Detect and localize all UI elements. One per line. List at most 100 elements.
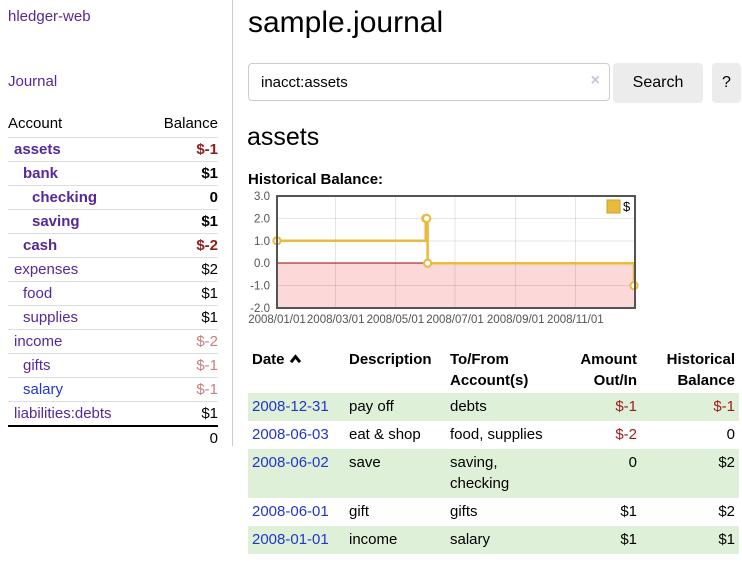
chart-data-point [423,258,433,269]
app-title-link[interactable]: hledger-web [8,8,91,25]
historical-balance-chart: $3.0 2.0 1.0 0.0 -1.0 -2.0 2008/01/01 2008/03/0… [245,191,645,331]
txn-amount-cell: $1 [620,531,637,548]
column-header-description: Description [349,351,432,369]
chart-title: Historical Balance: [248,171,384,189]
sort-ascending-icon[interactable] [289,350,302,370]
account-balance: $2 [201,261,218,278]
account-balance: $1 [201,405,218,422]
column-header-amount-out-in: Amount Out/In [580,351,637,389]
svg-text:2008/05/01: 2008/05/01 [367,314,425,326]
transaction-row: 2008-06-02 save saving, checking 0 $2 [248,449,739,498]
help-button[interactable]: ? [712,63,741,103]
transactions-header-row: Date Description To/From Account(s) Amount Ou… [248,348,739,393]
account-balance: $-1 [196,357,218,374]
main-content: sample.journal × Search ? assets Histori… [245,0,742,555]
svg-text:$: $ [623,199,631,214]
txn-description-cell: income [349,531,398,548]
svg-text:-1.0: -1.0 [250,281,270,293]
account-row: checking 0 [8,185,218,210]
txn-accounts-cell: debts [450,397,487,415]
svg-text:1.0: 1.0 [254,236,270,248]
txn-date-link[interactable]: 2008-06-03 [252,426,329,443]
txn-balance-cell: $1 [718,531,735,548]
account-link-cash[interactable]: cash [23,237,58,254]
accounts-table: Account Balance assets $-1 bank $1 checking 0… [8,112,218,450]
account-row: income $-2 [8,329,218,354]
account-link-assets[interactable]: assets [14,141,61,158]
txn-date-link[interactable]: 2008-12-31 [252,397,329,415]
txn-description-cell: eat & shop [349,426,421,443]
account-link-saving[interactable]: saving [32,213,80,230]
column-header-date[interactable]: Date [248,348,345,393]
txn-amount-cell: $-1 [615,397,637,415]
account-row: expenses $2 [8,257,218,282]
account-balance: $-1 [196,381,218,398]
account-balance: $1 [201,309,218,326]
search-bar: × Search ? [248,63,742,103]
search-input[interactable] [248,63,610,101]
svg-text:2008/01/01: 2008/01/01 [248,314,306,326]
account-link-income[interactable]: income [14,333,63,350]
account-balance: $-2 [196,237,218,254]
txn-date-link[interactable]: 2008-01-01 [252,531,329,548]
account-link-food[interactable]: food [23,285,53,302]
account-link-supplies[interactable]: supplies [23,309,79,326]
txn-accounts-cell: food, supplies [450,426,543,443]
sidebar: hledger-web Journal Account Balance asse… [0,0,233,447]
account-balance: $1 [201,165,218,182]
svg-text:2008/11/01: 2008/11/01 [547,314,604,326]
clear-search-icon[interactable]: × [590,72,600,89]
column-header-to-from-account-s-: To/From Account(s) [450,351,529,389]
account-balance: $-1 [196,141,218,158]
accounts-header-row: Account Balance [8,112,218,138]
account-row: supplies $1 [8,305,218,330]
account-link-salary[interactable]: salary [23,381,64,398]
account-row: assets $-1 [8,137,218,162]
txn-date-cell: 2008-06-03 [248,421,345,449]
sidebar-item-journal-wrap: Journal [8,73,232,91]
column-header-historical-balance: Historical Balance [666,351,735,389]
account-row: liabilities:debts $1 [8,401,218,427]
txn-date-link[interactable]: 2008-06-02 [252,454,329,472]
txn-date-link[interactable]: 2008-06-01 [252,502,329,520]
account-row: bank $1 [8,161,218,186]
svg-text:2.0: 2.0 [254,214,270,226]
accounts-header-balance: Balance [163,115,218,132]
svg-text:0.0: 0.0 [254,258,270,270]
transactions-table: Date Description To/From Account(s) Amount Ou… [248,348,739,555]
account-link-expenses[interactable]: expenses [14,261,79,278]
account-balance: $1 [201,213,218,230]
txn-accounts-cell: saving, checking [450,454,510,492]
txn-balance-cell: $-1 [713,397,735,415]
svg-text:-2.0: -2.0 [250,303,270,315]
account-row: food $1 [8,281,218,306]
app-title: hledger-web [8,8,232,26]
txn-accounts-cell: salary [450,531,491,548]
account-row: salary $-1 [8,377,218,402]
account-heading: assets [247,123,320,151]
account-row: saving $1 [8,209,218,234]
txn-date-cell: 2008-12-31 [248,393,345,421]
account-link-bank[interactable]: bank [23,165,59,182]
accounts-total-balance: 0 [209,430,218,447]
txn-date-cell: 2008-06-01 [248,498,345,526]
account-balance: $-2 [196,333,218,350]
account-link-checking[interactable]: checking [32,189,98,206]
account-link-liabilities-debts[interactable]: liabilities:debts [14,405,112,422]
transaction-row: 2008-06-03 eat & shop food, supplies $-2 0 [248,421,739,449]
transaction-row: 2008-12-31 pay off debts $-1 $-1 [248,392,739,421]
txn-amount-cell: $-2 [615,426,637,443]
txn-description-cell: save [349,454,381,472]
accounts-total-row: 0 [8,426,218,450]
txn-accounts-cell: gifts [450,502,478,520]
account-link-gifts[interactable]: gifts [23,357,51,374]
txn-date-cell: 2008-06-02 [248,449,345,498]
sidebar-item-journal[interactable]: Journal [8,73,58,90]
search-button[interactable]: Search [613,63,703,103]
txn-description-cell: gift [349,502,370,520]
account-balance: 0 [209,189,218,206]
txn-amount-cell: 0 [628,454,637,472]
search-box: × [248,63,610,101]
txn-description-cell: pay off [349,397,394,415]
